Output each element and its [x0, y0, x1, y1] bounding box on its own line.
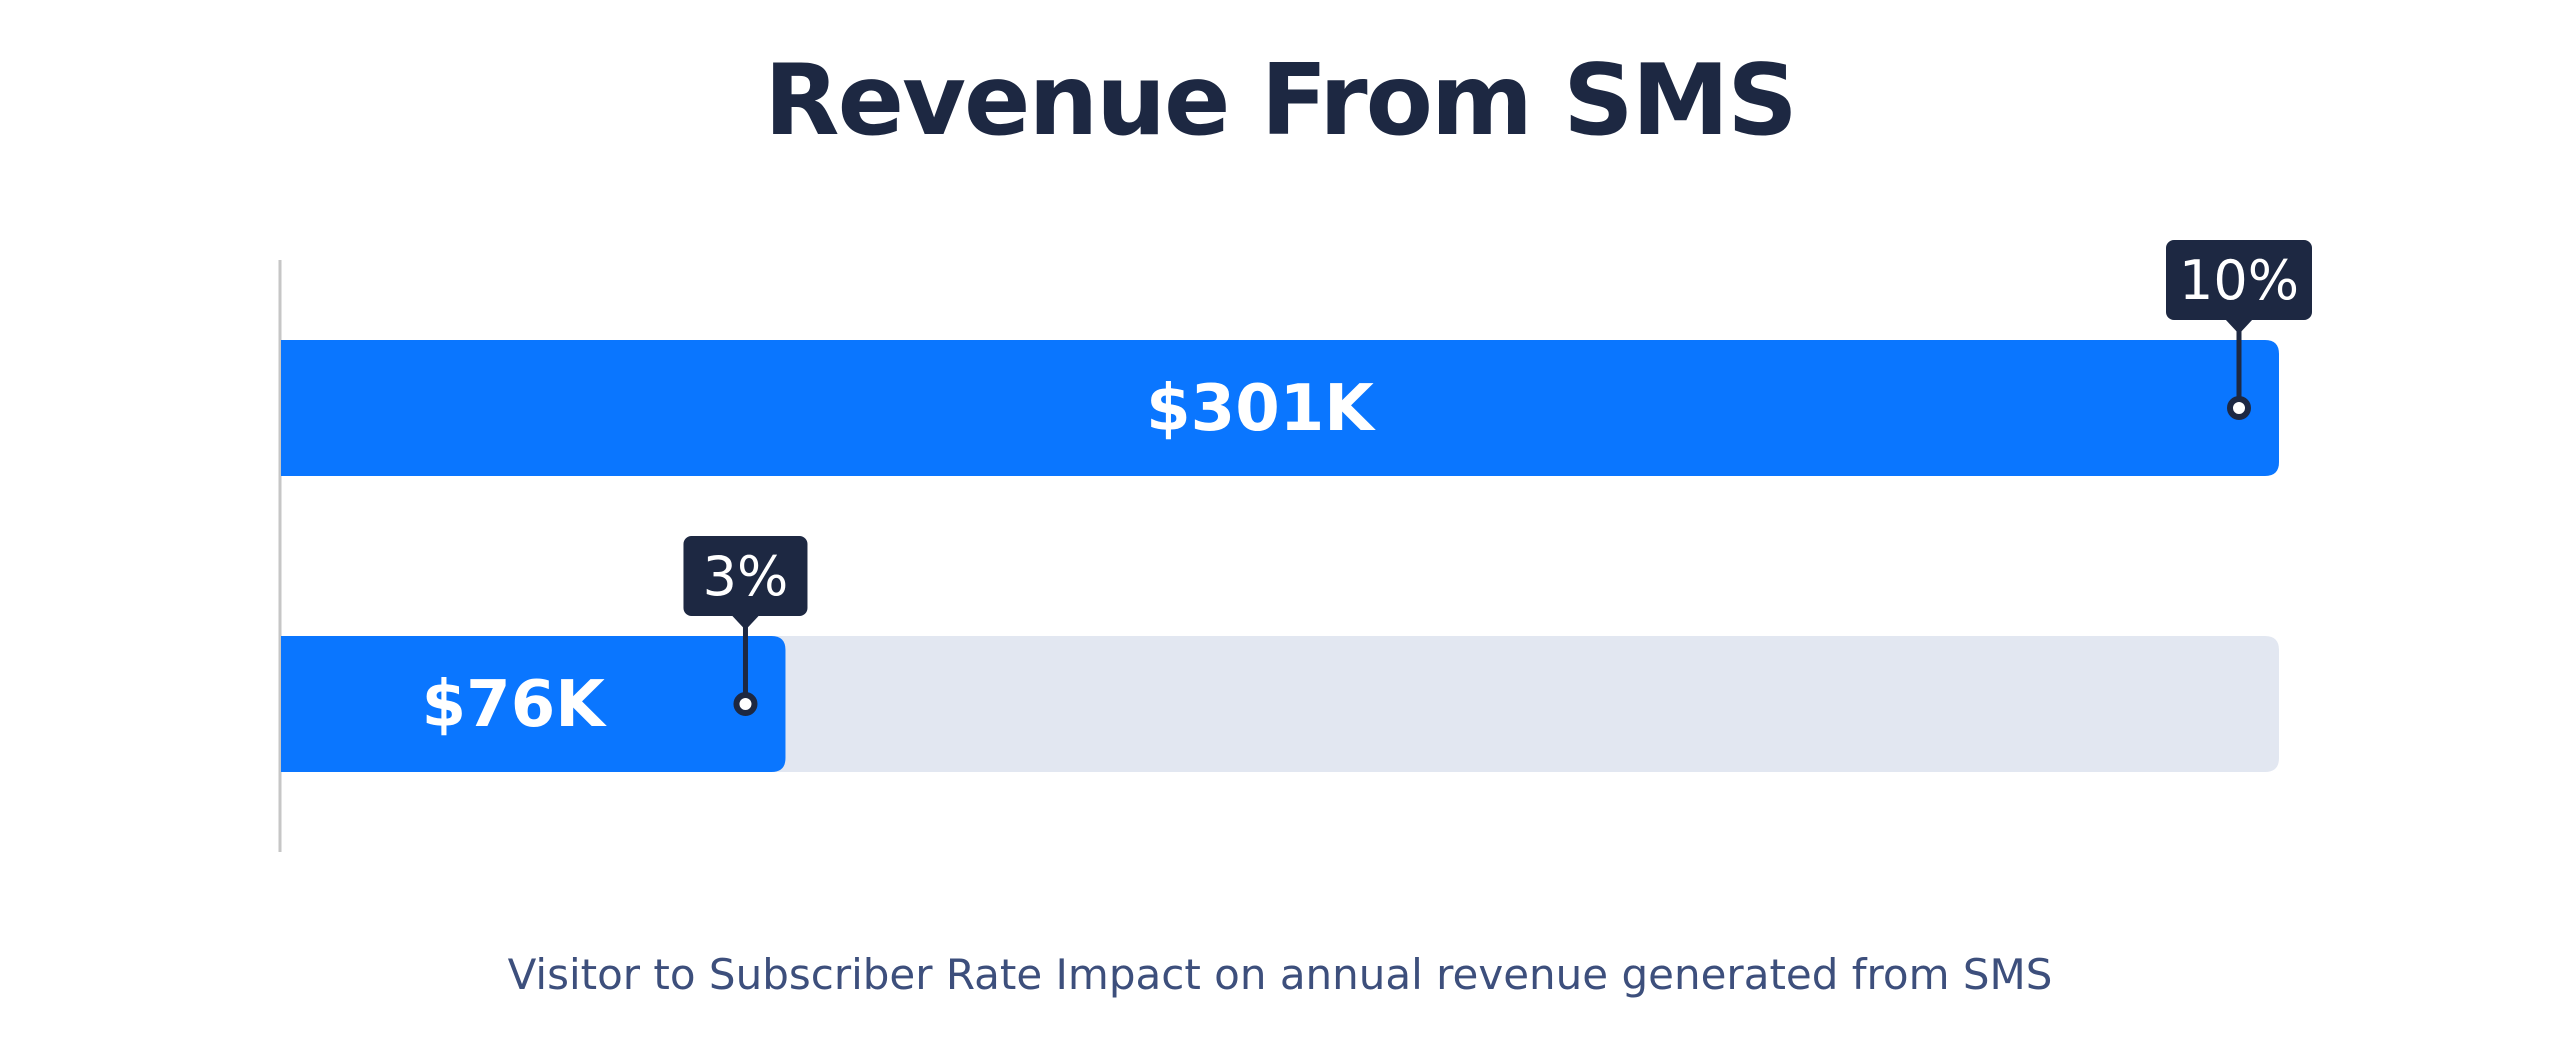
chart-title: Revenue From SMS: [764, 44, 1798, 158]
bar: [281, 340, 2279, 476]
bar-value-label: $76K: [422, 668, 608, 742]
bars-group: $301K 10% $76K 3%: [281, 240, 2312, 772]
rate-tag: [2166, 240, 2312, 320]
rate-tag-label: 3%: [703, 545, 789, 608]
chart-subtitle: Visitor to Subscriber Rate Impact on ann…: [507, 950, 2053, 999]
rate-tag-pointer: [2225, 319, 2253, 334]
rate-tag-label: 10%: [2179, 249, 2299, 312]
rate-tag-pointer: [731, 615, 760, 630]
bar-end-marker: [2227, 396, 2251, 420]
rate-tag: [683, 536, 808, 616]
bar-value-label: $301K: [1146, 372, 1376, 446]
bar-end-marker: [733, 692, 758, 716]
bar: [281, 636, 786, 772]
